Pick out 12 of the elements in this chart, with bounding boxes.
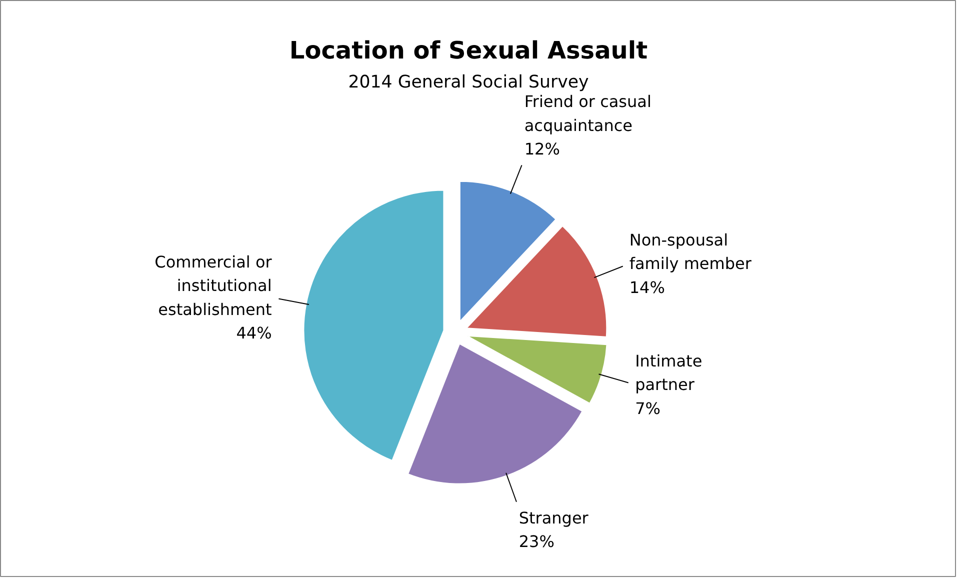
chart-subtitle: 2014 General Social Survey (348, 72, 589, 92)
slice-label: Intimate partner (635, 351, 702, 394)
data-label: 7% (635, 398, 660, 418)
slice-label: Commercial or institutional establishment (154, 252, 272, 319)
slice-label: Friend or casual acquaintance (524, 92, 652, 135)
data-label: 23% (518, 532, 554, 552)
slice-label: Non-spousal family member (629, 230, 752, 274)
slice-label: Stranger (518, 508, 589, 528)
data-label: 12% (524, 140, 560, 159)
chart-title: Location of Sexual Assault (289, 36, 648, 64)
data-label: 44% (236, 324, 272, 343)
data-label: 14% (629, 278, 665, 297)
